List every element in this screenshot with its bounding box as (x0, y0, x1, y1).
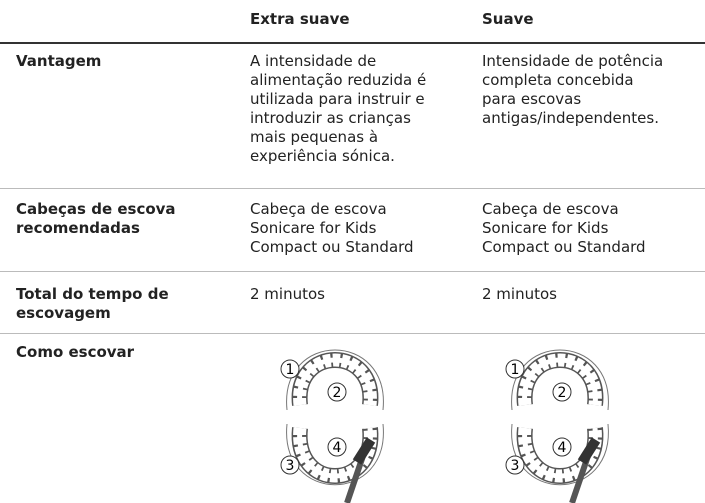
step-number: 2 (333, 385, 342, 401)
toothbrush-head (577, 437, 601, 465)
cell-text: Sonicare for Kids (250, 219, 377, 237)
cell-text: utilizada para instruir e (250, 90, 425, 108)
step-number: 2 (558, 385, 567, 401)
toothbrush-head (352, 437, 376, 465)
cell-text: antigas/independentes. (482, 109, 659, 127)
row-label: Cabeças de escova (16, 200, 176, 218)
step-number: 1 (286, 362, 295, 378)
row-rule (0, 271, 705, 272)
cell-text: alimentação reduzida é (250, 71, 427, 89)
cell-text: 2 minutos (250, 285, 325, 303)
cell-text: A intensidade de (250, 52, 377, 70)
step-circle (280, 455, 300, 475)
column-header: Extra suave (250, 10, 350, 28)
row-label: Vantagem (16, 52, 102, 70)
header-rule (0, 42, 705, 44)
cell-text: 2 minutos (482, 285, 557, 303)
step-number: 3 (286, 458, 295, 474)
cell-text: Cabeça de escova (250, 200, 387, 218)
arrow-path (511, 423, 609, 486)
row-label: Como escovar (16, 343, 135, 361)
step-circle (327, 437, 347, 457)
arrow-path (511, 349, 609, 411)
row-label: recomendadas (16, 219, 140, 237)
row-rule (0, 333, 705, 334)
cell-text: para escovas (482, 90, 582, 108)
step-circle (552, 382, 572, 402)
cell-text: Compact ou Standard (482, 238, 646, 256)
step-number: 4 (333, 440, 342, 456)
cell-text: introduzir as crianças (250, 109, 411, 127)
step-number: 1 (511, 362, 520, 378)
row-label: Total do tempo de (16, 285, 169, 303)
column-header: Suave (482, 10, 534, 28)
step-circle (505, 359, 525, 379)
row-rule (0, 188, 705, 189)
cell-text: Cabeça de escova (482, 200, 619, 218)
step-circle (552, 437, 572, 457)
cell-text: experiência sónica. (250, 147, 395, 165)
brushing-diagram: 1 2 3 4 (280, 349, 384, 503)
tooth-arch (522, 357, 598, 406)
brushing-diagram: 1 2 3 4 (505, 349, 609, 503)
tooth-arch (297, 357, 373, 406)
cell-text: Sonicare for Kids (482, 219, 609, 237)
step-number: 4 (558, 440, 567, 456)
step-number: 3 (511, 458, 520, 474)
cell-text: mais pequenas à (250, 128, 379, 146)
row-label: escovagem (16, 304, 111, 322)
step-circle (327, 382, 347, 402)
step-circle (505, 455, 525, 475)
cell-text: completa concebida (482, 71, 634, 89)
cell-text: Compact ou Standard (250, 238, 414, 256)
arrow-path (286, 423, 384, 486)
arrow-path (286, 349, 384, 411)
step-circle (280, 359, 300, 379)
cell-text: Intensidade de potência (482, 52, 664, 70)
